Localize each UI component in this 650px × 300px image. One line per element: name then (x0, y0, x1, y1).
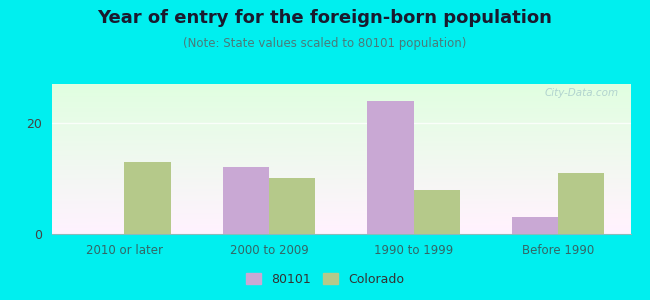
Text: City-Data.com: City-Data.com (545, 88, 619, 98)
Bar (558, 173, 605, 234)
Bar (223, 167, 269, 234)
Bar (512, 217, 558, 234)
Bar (367, 101, 413, 234)
Text: Year of entry for the foreign-born population: Year of entry for the foreign-born popul… (98, 9, 552, 27)
Text: (Note: State values scaled to 80101 population): (Note: State values scaled to 80101 popu… (183, 38, 467, 50)
Bar (269, 178, 315, 234)
Legend: 80101, Colorado: 80101, Colorado (241, 268, 409, 291)
Bar (124, 162, 170, 234)
Bar (413, 190, 460, 234)
